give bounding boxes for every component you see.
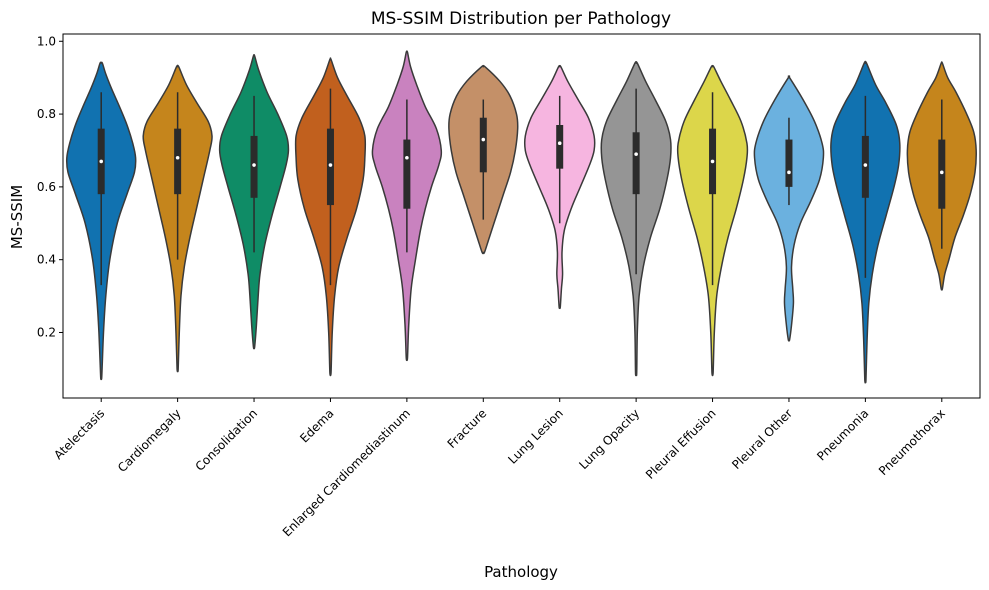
- x-tick-label: Pleural Effusion: [643, 406, 719, 482]
- violin-5: [448, 64, 519, 255]
- violin-4: [371, 50, 443, 362]
- x-tick-label: Pneumonia: [814, 406, 871, 463]
- violin-iqr-box: [479, 117, 487, 173]
- violin-median-dot: [328, 163, 333, 167]
- plot-frame: [62, 33, 981, 399]
- x-tick-label: Pneumothorax: [876, 406, 948, 478]
- x-tick-label: Atelectasis: [51, 406, 107, 462]
- x-tick-label: Pleural Other: [729, 406, 795, 472]
- x-tick-label: Edema: [297, 406, 336, 445]
- violin-iqr-box: [556, 125, 564, 169]
- violin-iqr-box: [250, 135, 258, 198]
- violin-median-dot: [863, 163, 868, 167]
- x-tick-label: Consolidation: [193, 406, 261, 474]
- x-tick-label: Cardiomegaly: [115, 406, 184, 475]
- violin-median-dot: [99, 159, 104, 164]
- violin-8: [676, 64, 749, 377]
- violin-body: [753, 75, 825, 342]
- violin-iqr-box: [326, 128, 334, 206]
- y-tick-label: 1.0: [37, 34, 56, 48]
- x-axis-label: Pathology: [484, 563, 558, 581]
- violin-iqr-box: [861, 135, 869, 198]
- violin-median-dot: [634, 152, 638, 156]
- violin-median-dot: [175, 155, 180, 160]
- violin-0: [65, 61, 137, 381]
- violin-7: [600, 61, 672, 377]
- y-tick-label: 0.2: [37, 325, 56, 339]
- violin-iqr-box: [938, 139, 946, 209]
- chart-title: MS-SSIM Distribution per Pathology: [371, 9, 671, 29]
- y-tick-label: 0.4: [37, 253, 56, 267]
- x-tick-label: Lung Lesion: [505, 406, 565, 466]
- violin-median-dot: [787, 170, 791, 175]
- violin-median-dot: [481, 137, 486, 142]
- y-axis-label: MS-SSIM: [8, 185, 26, 249]
- violin-iqr-box: [174, 128, 182, 195]
- violin-1: [142, 64, 213, 373]
- violin-iqr-box: [632, 132, 640, 195]
- violin-iqr-box: [403, 139, 411, 209]
- y-tick-label: 0.8: [37, 107, 56, 121]
- x-axis: Atelectasis Cardiomegaly Consolidation Edem…: [51, 398, 948, 539]
- x-tick-label: Lung Opacity: [576, 406, 642, 472]
- violin-3: [294, 57, 367, 377]
- violin-median-dot: [252, 163, 256, 167]
- x-tick-label: Fracture: [445, 406, 490, 451]
- violin-median-dot: [939, 170, 944, 175]
- violin-median-dot: [405, 155, 409, 160]
- violin-9: [753, 75, 825, 342]
- y-tick-label: 0.6: [37, 180, 56, 194]
- violin-2: [218, 54, 290, 350]
- violin-10: [830, 60, 901, 384]
- plot-area: [62, 33, 981, 399]
- violin-median-dot: [557, 141, 562, 145]
- x-tick-label: Enlarged Cardiomediastinum: [280, 406, 413, 539]
- violin-11: [906, 61, 977, 291]
- y-axis: 0.2 0.4 0.6 0.8 1.0: [37, 34, 63, 339]
- violin-6: [523, 64, 596, 310]
- violin-iqr-box: [785, 139, 793, 187]
- violin-median-dot: [710, 159, 715, 164]
